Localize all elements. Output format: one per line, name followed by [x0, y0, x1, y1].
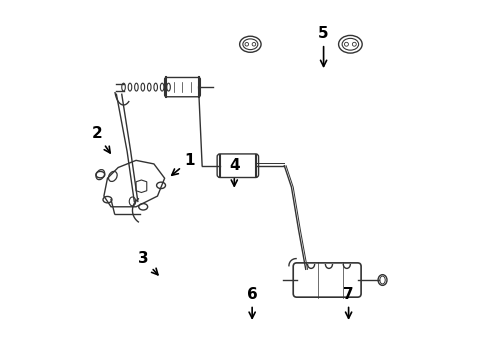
Text: 3: 3 [138, 251, 158, 275]
Text: 7: 7 [343, 287, 354, 318]
Text: 6: 6 [247, 287, 258, 318]
Text: 4: 4 [229, 158, 240, 186]
Text: 2: 2 [91, 126, 110, 153]
Text: 1: 1 [172, 153, 195, 175]
Text: 5: 5 [318, 26, 329, 66]
